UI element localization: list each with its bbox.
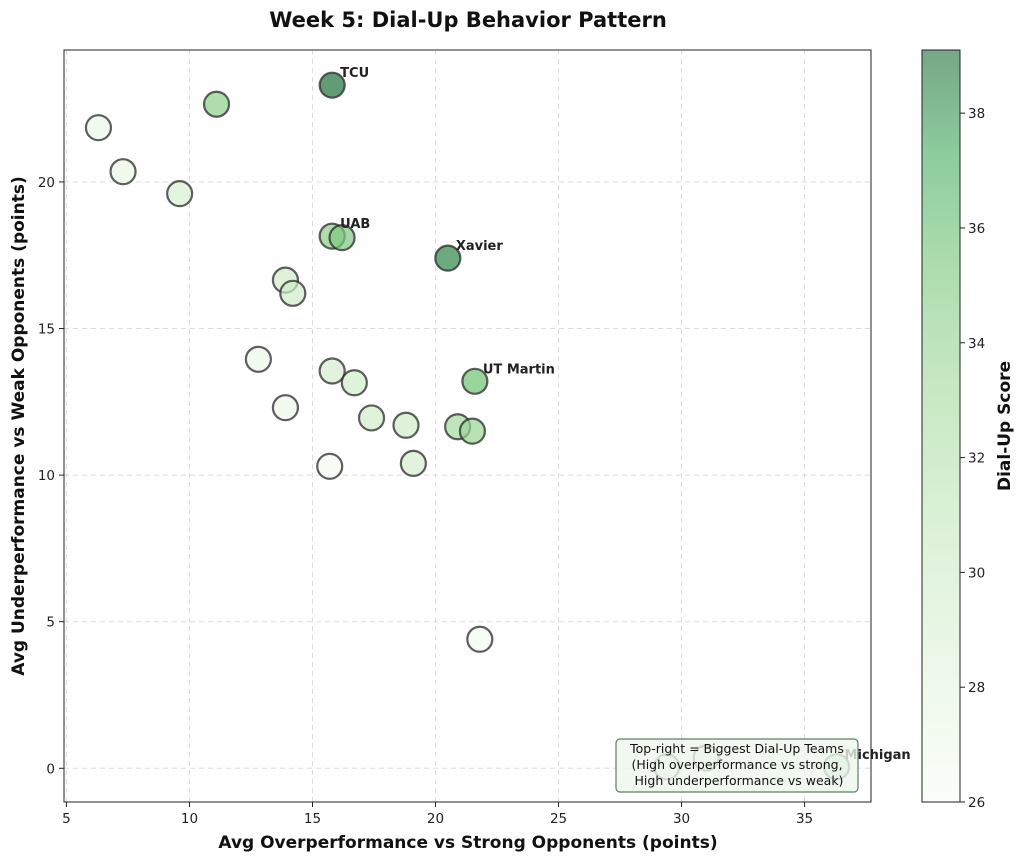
y-tick-label: 0 — [46, 761, 55, 777]
plot-frame — [63, 49, 872, 803]
x-tick-label: 20 — [427, 811, 444, 827]
scatter-point — [109, 158, 137, 186]
scatter-point — [434, 244, 462, 272]
colorbar-tick-label: 34 — [968, 336, 985, 352]
colorbar-tick-label: 36 — [968, 221, 985, 237]
colorbar: 26 28 30 32 34 36 38 Dial-Up Score — [921, 49, 1015, 811]
y-axis-label: Avg Underperformance vs Weak Opponents (… — [9, 176, 29, 675]
x-tick-label: 10 — [181, 811, 198, 827]
point-label: UAB — [340, 217, 370, 232]
x-tick-label: 25 — [550, 811, 567, 827]
scatter-point — [316, 452, 344, 480]
colorbar-tick-label: 28 — [968, 680, 985, 696]
scatter-point — [202, 90, 231, 118]
x-tick-label: 30 — [673, 811, 690, 827]
x-tick-label: 5 — [62, 811, 71, 827]
colorbar-tick-label: 26 — [968, 795, 985, 811]
annotation-line-3: High underperformance vs weak) — [631, 773, 844, 788]
scatter-point — [166, 180, 194, 208]
y-tick-label: 15 — [38, 322, 55, 338]
y-tick-label: 5 — [46, 615, 55, 631]
scatter-point — [318, 71, 346, 99]
x-tick-label: 35 — [796, 811, 813, 827]
scatter-point — [244, 345, 272, 373]
annotation-line-2: (High overperformance vs strong, — [631, 757, 842, 772]
colorbar-gradient — [922, 50, 960, 802]
x-axis-label: Avg Overperformance vs Strong Opponents … — [218, 833, 717, 853]
point-labels: TCU UAB Xavier UT Martin Michigan — [340, 66, 911, 763]
scatter-point — [328, 224, 356, 252]
point-label: Michigan — [845, 748, 911, 763]
scatter-points — [84, 71, 851, 781]
colorbar-tick-label: 32 — [968, 451, 985, 467]
colorbar-frame — [921, 49, 961, 803]
scatter-point — [466, 625, 494, 653]
scatter-point — [340, 369, 368, 397]
scatter-point — [392, 411, 420, 439]
x-axis-ticks: 5 10 15 20 25 30 35 — [62, 802, 813, 827]
y-tick-label: 20 — [38, 175, 55, 191]
chart-title: Week 5: Dial-Up Behavior Pattern — [269, 8, 667, 32]
scatter-point — [318, 357, 346, 385]
plot-area: TCU UAB Xavier UT Martin Michigan Top-right … — [38, 49, 911, 827]
scatter-point — [357, 404, 386, 432]
annotation-frame — [615, 738, 859, 793]
colorbar-tick-label: 38 — [968, 106, 985, 122]
colorbar-tick-label: 30 — [968, 565, 985, 581]
scatter-point — [279, 279, 307, 307]
scatter-point — [271, 394, 300, 422]
point-label: TCU — [340, 66, 369, 81]
annotation-box: Top-right = Biggest Dial-Up Teams (High … — [615, 738, 859, 793]
x-tick-label: 15 — [304, 811, 321, 827]
scatter-point — [399, 449, 427, 477]
colorbar-ticks: 26 28 30 32 34 36 38 — [960, 106, 985, 811]
annotation-line-1: Top-right = Biggest Dial-Up Teams — [629, 741, 844, 756]
scatter-point — [84, 114, 113, 142]
y-tick-label: 10 — [38, 468, 55, 484]
scatter-point — [461, 367, 489, 395]
scatter-point — [458, 417, 487, 445]
y-axis-ticks: 0 5 10 15 20 — [38, 175, 64, 777]
point-label: UT Martin — [483, 362, 555, 377]
point-label: Xavier — [456, 239, 504, 254]
colorbar-label: Dial-Up Score — [995, 361, 1015, 491]
